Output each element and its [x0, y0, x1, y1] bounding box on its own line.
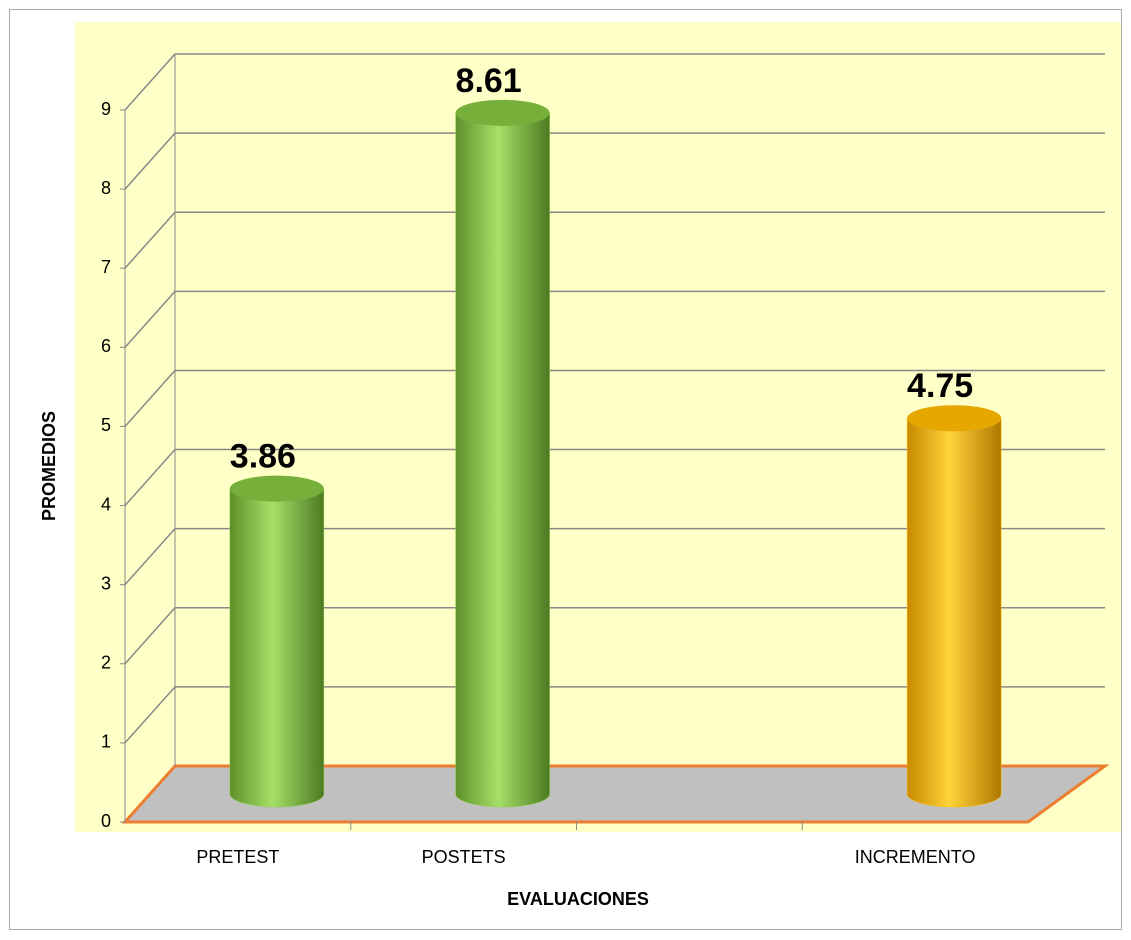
grid-line	[124, 53, 176, 111]
y-axis-title: PROMEDIOS	[39, 411, 59, 521]
bar	[455, 99, 550, 808]
data-label: 3.86	[230, 438, 296, 476]
bar	[906, 405, 1002, 808]
y-tick-label: 7	[101, 257, 111, 277]
bar-top	[907, 405, 1002, 432]
grid-line	[124, 369, 176, 427]
y-tick-label: 3	[101, 573, 111, 593]
bar-body	[229, 488, 325, 808]
bar-top	[229, 475, 324, 502]
bar-body	[906, 417, 1002, 808]
y-tick-label: 2	[101, 653, 111, 673]
bar-body	[455, 112, 550, 808]
grid-line	[124, 290, 176, 348]
grid-line	[124, 211, 176, 269]
y-tick-label: 6	[101, 336, 111, 356]
y-tick-label: 8	[101, 178, 111, 198]
data-label: 8.61	[456, 62, 522, 100]
bar-top	[455, 99, 550, 126]
grid-line	[124, 607, 176, 665]
x-tick-label: PRETEST	[196, 847, 279, 867]
x-tick-label: INCREMENTO	[855, 847, 976, 867]
data-label: 4.75	[907, 367, 973, 405]
floor	[121, 764, 1110, 824]
y-tick-label: 9	[101, 99, 111, 119]
bar	[229, 475, 325, 808]
grid-line	[124, 686, 176, 744]
y-tick-label: 1	[101, 732, 111, 752]
y-tick-label: 0	[101, 811, 111, 831]
x-axis-title: EVALUACIONES	[507, 889, 649, 909]
x-tick-label: POSTETS	[422, 847, 506, 867]
grid-line	[124, 132, 176, 190]
grid-line	[124, 449, 176, 507]
grid-line	[124, 528, 176, 586]
y-tick-label: 4	[101, 494, 111, 514]
y-tick-label: 5	[101, 415, 111, 435]
